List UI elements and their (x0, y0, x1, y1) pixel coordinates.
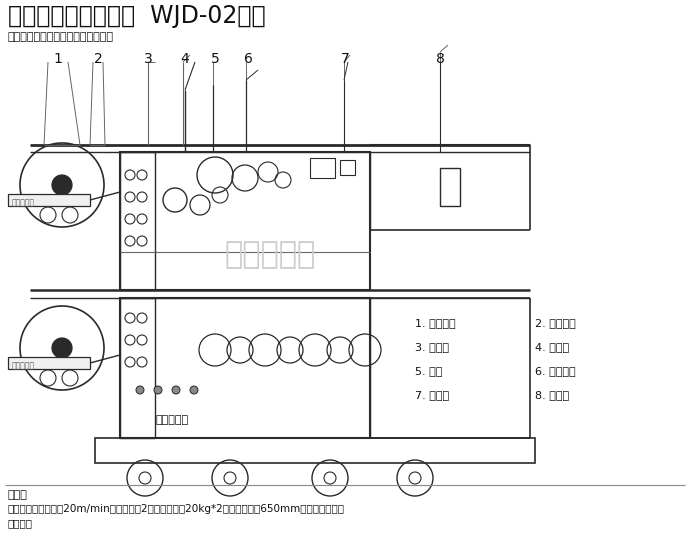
Text: 3: 3 (144, 52, 152, 66)
Circle shape (154, 386, 162, 394)
Text: 7. 纸带轮: 7. 纸带轮 (415, 390, 449, 400)
Bar (340, 160, 355, 175)
Circle shape (172, 386, 180, 394)
Bar (120, 152, 370, 290)
Text: 放料速度: 放料速度 (8, 518, 33, 528)
Text: 晋志德机械: 晋志德机械 (224, 241, 315, 270)
Text: 8. 端子盘: 8. 端子盘 (535, 390, 569, 400)
Circle shape (136, 386, 144, 394)
Bar (8, 357, 90, 369)
Text: 3. 入料轮: 3. 入料轮 (415, 342, 449, 352)
Bar (95, 438, 535, 463)
Text: 6: 6 (244, 52, 253, 66)
Bar (8, 194, 90, 206)
Text: 卧式光控端子收料机  WJD-02系列: 卧式光控端子收料机 WJD-02系列 (8, 4, 266, 28)
Text: 晋志德机械: 晋志德机械 (12, 198, 35, 207)
Bar (120, 298, 370, 438)
Text: 5. 导轮: 5. 导轮 (415, 366, 442, 376)
Circle shape (52, 175, 72, 195)
Text: 1: 1 (54, 52, 62, 66)
Text: 晋志德机械: 晋志德机械 (155, 415, 188, 425)
Text: 8: 8 (435, 52, 444, 66)
Bar (120, 298, 155, 438)
Text: 7: 7 (341, 52, 349, 66)
Circle shape (52, 338, 72, 358)
Text: 6. 控制面板: 6. 控制面板 (535, 366, 575, 376)
Text: 端子类产品光控收料（不灼伤端子）: 端子类产品光控收料（不灼伤端子） (8, 32, 114, 42)
Text: 5: 5 (210, 52, 219, 66)
Text: 2. 光电开关: 2. 光电开关 (535, 318, 575, 328)
Text: 卧式收取，收取速度20m/min，收取盘数2盘，收取重量20kg*2，收取盘外径650mm，光电追踪控制: 卧式收取，收取速度20m/min，收取盘数2盘，收取重量20kg*2，收取盘外径… (8, 504, 345, 514)
Text: 晋志德机械: 晋志德机械 (12, 361, 35, 370)
Text: 4. 警示灯: 4. 警示灯 (535, 342, 569, 352)
Bar (440, 168, 460, 206)
Text: 备注：: 备注： (8, 490, 28, 500)
Circle shape (190, 386, 198, 394)
Text: 4: 4 (181, 52, 189, 66)
Text: 2: 2 (94, 52, 102, 66)
Text: 1. 入料夹板: 1. 入料夹板 (415, 318, 455, 328)
Bar (120, 152, 155, 290)
Bar (310, 158, 335, 178)
